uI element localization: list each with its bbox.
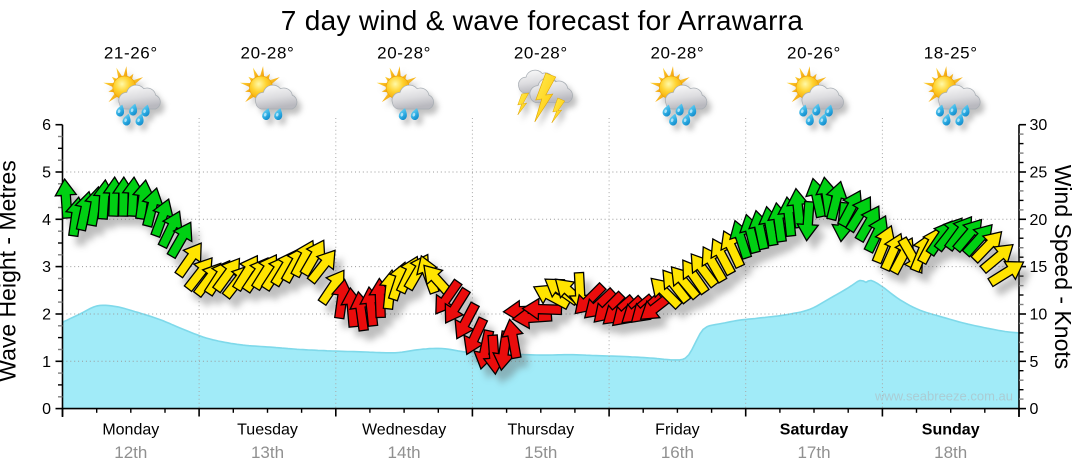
svg-text:7 day wind & wave forecast for: 7 day wind & wave forecast for Arrawarra: [281, 5, 804, 36]
svg-text:Wind Speed - Knots: Wind Speed - Knots: [1050, 165, 1076, 370]
svg-text:20-28°: 20-28°: [377, 44, 431, 63]
svg-text:Monday: Monday: [102, 422, 159, 439]
svg-text:Wednesday: Wednesday: [362, 422, 446, 439]
svg-text:18-25°: 18-25°: [924, 44, 978, 63]
svg-text:0: 0: [42, 401, 51, 418]
svg-text:20-28°: 20-28°: [514, 44, 568, 63]
svg-text:5: 5: [42, 165, 51, 182]
svg-text:Friday: Friday: [655, 422, 699, 439]
svg-text:6: 6: [42, 117, 51, 134]
svg-text:25: 25: [1030, 165, 1048, 182]
svg-text:20-28°: 20-28°: [650, 44, 704, 63]
svg-text:Thursday: Thursday: [507, 422, 574, 439]
svg-text:4: 4: [42, 212, 51, 229]
svg-text:13th: 13th: [251, 443, 284, 462]
svg-text:15: 15: [1030, 259, 1048, 276]
svg-text:2: 2: [42, 307, 51, 324]
svg-text:10: 10: [1030, 307, 1048, 324]
svg-text:17th: 17th: [797, 443, 830, 462]
svg-text:1: 1: [42, 354, 51, 371]
svg-text:Wave Height - Metres: Wave Height - Metres: [0, 160, 21, 382]
svg-text:Tuesday: Tuesday: [237, 422, 298, 439]
svg-text:20-28°: 20-28°: [241, 44, 295, 63]
svg-text:Saturday: Saturday: [780, 422, 849, 439]
svg-text:3: 3: [42, 259, 51, 276]
svg-text:www.seabreeze.com.au: www.seabreeze.com.au: [874, 389, 1013, 404]
svg-text:30: 30: [1030, 117, 1048, 134]
svg-text:Sunday: Sunday: [922, 422, 980, 439]
svg-text:5: 5: [1030, 354, 1039, 371]
svg-text:20-26°: 20-26°: [787, 44, 841, 63]
svg-text:15th: 15th: [524, 443, 557, 462]
svg-text:16th: 16th: [661, 443, 694, 462]
svg-text:21-26°: 21-26°: [104, 44, 158, 63]
svg-text:20: 20: [1030, 212, 1048, 229]
svg-text:12th: 12th: [114, 443, 147, 462]
svg-text:18th: 18th: [934, 443, 967, 462]
svg-text:14th: 14th: [388, 443, 421, 462]
svg-text:0: 0: [1030, 401, 1039, 418]
